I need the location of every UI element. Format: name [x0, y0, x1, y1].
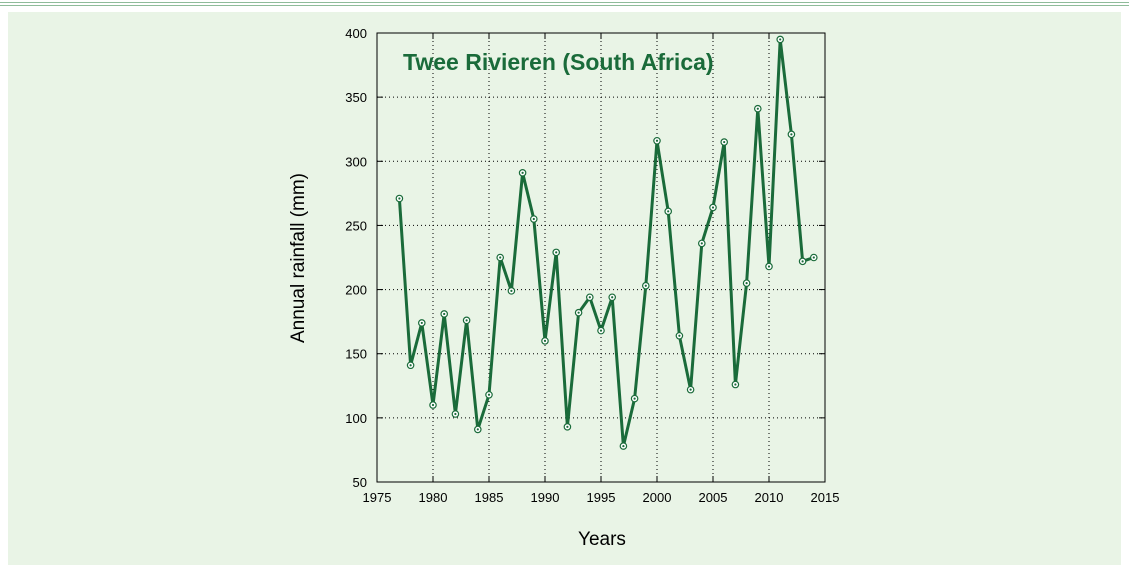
y-tick-label: 350 [345, 90, 367, 105]
data-point-center [745, 282, 748, 285]
data-point-center [487, 393, 491, 396]
data-point-center [454, 412, 457, 416]
data-point-center [431, 403, 435, 407]
data-point-center [566, 425, 569, 428]
x-tick-label: 2010 [755, 490, 784, 505]
data-point-center [476, 428, 479, 431]
x-tick-label: 1995 [587, 490, 616, 505]
x-tick-label: 2005 [699, 490, 728, 505]
data-point-center [577, 311, 580, 314]
y-tick-label: 150 [345, 347, 367, 362]
data-point-center [767, 265, 771, 268]
x-tick-label: 1980 [419, 490, 448, 505]
data-point-center [711, 206, 715, 209]
y-tick-label: 400 [345, 26, 367, 41]
grid-lines [377, 33, 825, 482]
top-rule-secondary [0, 5, 1129, 6]
data-point-center [543, 339, 547, 342]
rainfall-points [395, 35, 818, 450]
data-point-center [521, 171, 524, 174]
data-point-center [398, 197, 401, 200]
data-point-center [633, 397, 636, 400]
data-point-center [790, 133, 793, 136]
x-tick-label: 2000 [643, 490, 672, 505]
chart-panel [8, 12, 1121, 565]
x-tick-label: 2015 [811, 490, 840, 505]
data-point-center [555, 251, 558, 254]
data-point-center [689, 388, 692, 391]
axis-ticks [376, 32, 826, 483]
data-point-center [723, 140, 726, 144]
data-point-center [599, 329, 603, 332]
y-tick-labels: 50 100 150 200 250 300 350 400 [345, 26, 367, 490]
data-point-center [756, 107, 759, 110]
data-point-center [443, 312, 446, 316]
data-point-center [622, 444, 625, 448]
data-point-center [812, 256, 815, 259]
data-point-center [678, 334, 681, 337]
top-rule [0, 2, 1129, 3]
data-point-center [700, 242, 703, 245]
rainfall-series-line [397, 37, 815, 448]
data-point-center [734, 383, 737, 386]
y-tick-label: 100 [345, 411, 367, 426]
y-axis-title: Annual rainfall (mm) [288, 173, 309, 343]
data-point-center [779, 38, 782, 41]
data-point-center [667, 210, 670, 213]
data-point-center [611, 296, 614, 299]
data-point-center [588, 296, 591, 299]
chart-title: Twee Rivieren (South Africa) [403, 49, 714, 75]
data-point-center [644, 284, 647, 287]
data-point-center [532, 217, 535, 221]
x-tick-labels: 1975 1980 1985 1990 1995 2000 2005 2010 2015 [363, 490, 840, 505]
y-tick-label: 200 [345, 283, 367, 298]
x-tick-label: 1975 [363, 490, 392, 505]
y-tick-label: 50 [353, 475, 367, 490]
data-point-center [420, 321, 423, 325]
y-tick-label: 250 [345, 218, 367, 233]
data-point-center [510, 289, 513, 292]
data-point-center [409, 364, 412, 367]
data-point-center [801, 260, 804, 263]
data-point-center [499, 256, 502, 259]
y-tick-label: 300 [345, 154, 367, 169]
x-axis-title: Years [578, 529, 626, 550]
x-tick-label: 1985 [475, 490, 504, 505]
x-tick-label: 1990 [531, 490, 560, 505]
data-point-center [465, 319, 468, 322]
data-point-center [655, 139, 659, 142]
